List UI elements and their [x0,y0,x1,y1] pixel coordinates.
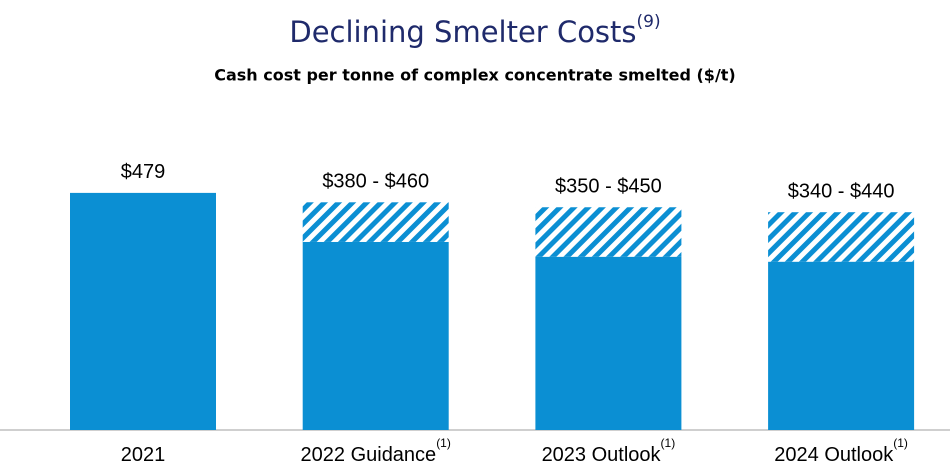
x-tick-label: 2023 Outlook(1) [542,436,676,466]
category-note: (1) [436,436,451,450]
bar [768,212,915,262]
category-text: 2021 [121,444,166,466]
chart-subtitle: Cash cost per tonne of complex concentra… [214,66,736,85]
value-label: $350 - $450 [555,176,662,198]
bar [302,241,449,430]
bar [302,202,449,242]
bar [535,256,682,430]
category-note: (1) [893,436,908,450]
bar [70,192,216,430]
value-label: $479 [121,161,166,183]
category-note: (1) [661,436,676,450]
x-tick-label: 2022 Guidance(1) [301,436,451,466]
x-tick-label: 2024 Outlook(1) [774,436,908,466]
title-note: (9) [637,12,661,32]
value-label: $380 - $460 [322,171,429,193]
bar [535,207,682,257]
title-text: Declining Smelter Costs [289,15,636,49]
category-text: 2023 Outlook [542,444,662,466]
value-label: $340 - $440 [788,180,895,202]
x-tick-label: 2021 [121,444,166,466]
bar [768,261,915,430]
category-text: 2022 Guidance [301,444,437,466]
category-text: 2024 Outlook [774,444,894,466]
chart-title: Declining Smelter Costs(9) [289,12,660,49]
